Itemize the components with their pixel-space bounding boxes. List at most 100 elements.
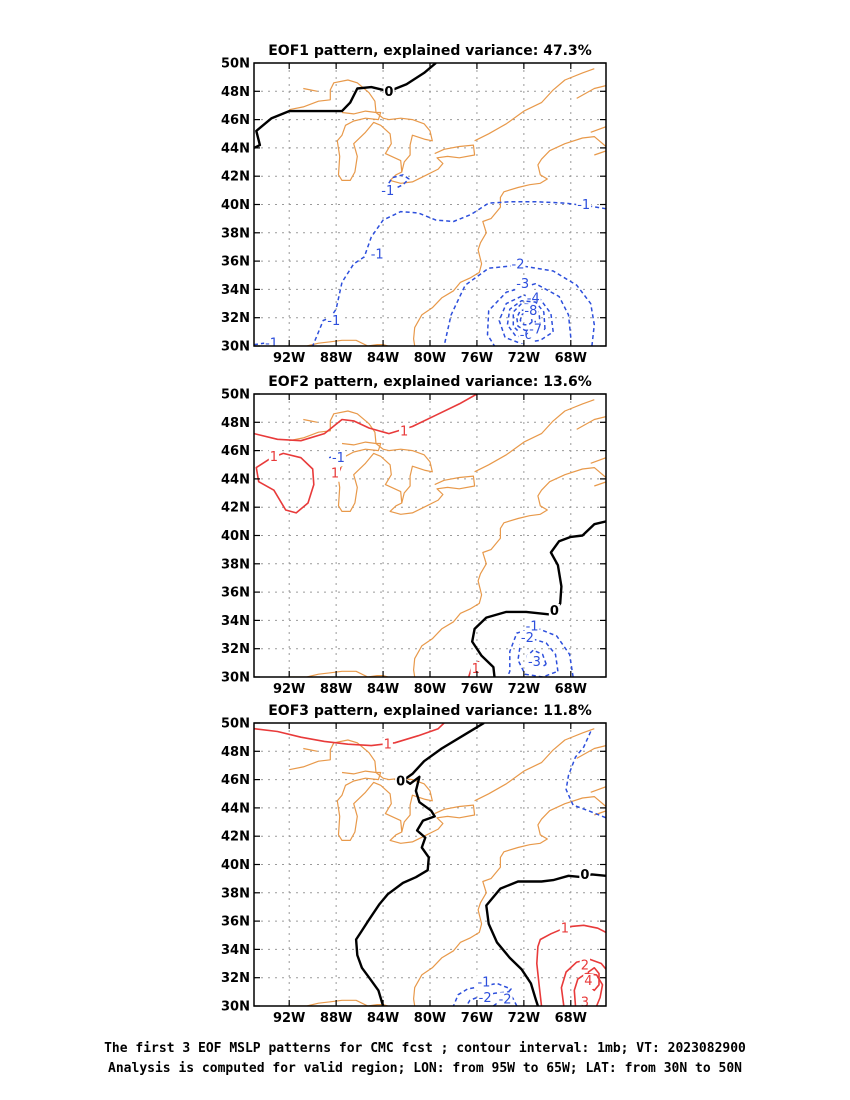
contour-line [443, 264, 596, 346]
contour-label: 0 [550, 604, 559, 619]
x-tick-label: 68W [555, 1011, 587, 1026]
contour-label: -1 [477, 975, 490, 990]
contour-label-bg [583, 974, 594, 990]
contour-label: -1 [381, 184, 394, 199]
y-tick-label: 42N [221, 830, 250, 845]
contour-label-bg [264, 336, 280, 346]
eof-panel-2: EOF2 pattern, explained variance: 13.6% 1… [221, 374, 607, 697]
y-tick-label: 34N [221, 614, 250, 629]
contour-label: -3 [528, 655, 541, 670]
contour-label: 3 [581, 995, 589, 1010]
x-tick-label: 76W [461, 351, 493, 366]
contour-line [387, 174, 410, 191]
coastline [590, 786, 606, 793]
coastline [576, 745, 606, 759]
y-tick-label: 36N [221, 586, 250, 601]
coastline [594, 481, 606, 487]
panel-title: EOF2 pattern, explained variance: 13.6% [268, 374, 592, 390]
coastline [474, 399, 595, 473]
y-tick-label: 50N [221, 57, 250, 72]
contour-label: 1 [472, 662, 480, 677]
y-tick-label: 40N [221, 198, 250, 213]
y-tick-label: 46N [221, 444, 250, 459]
y-tick-label: 36N [221, 915, 250, 930]
eof-panel-3: EOF3 pattern, explained variance: 11.8% 1… [221, 703, 607, 1026]
x-tick-label: 84W [367, 1011, 399, 1026]
y-tick-label: 30N [221, 340, 250, 355]
x-tick-label: 80W [414, 1011, 446, 1026]
panel-title: EOF1 pattern, explained variance: 47.3% [268, 43, 592, 59]
coastline [336, 110, 403, 181]
contour-label: 1 [270, 450, 278, 465]
contour-label-bg [268, 449, 280, 465]
contour-line [254, 394, 478, 442]
contour-label-bg [524, 619, 540, 635]
map-content: 0-1-1-1-1-1-2-3-4-6-7-8 [254, 63, 606, 346]
y-tick-label: 42N [221, 170, 250, 185]
y-tick-label: 46N [221, 113, 250, 128]
x-tick-label: 68W [555, 682, 587, 697]
contour-label-bg [329, 466, 341, 482]
caption-line-1: The first 3 EOF MSLP patterns for CMC fc… [104, 1041, 746, 1056]
y-tick-label: 30N [221, 1000, 250, 1015]
eof-panel-1: EOF1 pattern, explained variance: 47.3% 0… [221, 43, 607, 366]
y-tick-label: 32N [221, 311, 250, 326]
x-tick-label: 72W [508, 1011, 540, 1026]
x-tick-label: 84W [367, 682, 399, 697]
contour-line [312, 200, 606, 346]
coastline [413, 467, 606, 677]
x-tick-label: 88W [320, 1011, 352, 1026]
coastline [413, 136, 606, 346]
y-tick-label: 50N [221, 717, 250, 732]
coastline [375, 443, 476, 515]
y-tick-label: 50N [221, 388, 250, 403]
contour-label-bg [382, 737, 393, 753]
contour-label: 0 [384, 85, 393, 100]
contour-label: -2 [512, 257, 525, 272]
contour-label: -1 [332, 451, 345, 466]
contour-label: 2 [581, 958, 589, 973]
x-tick-label: 80W [414, 351, 446, 366]
coastline [474, 68, 595, 142]
contour-label: -2 [521, 631, 534, 646]
y-tick-label: 38N [221, 557, 250, 572]
contour-label: 1 [400, 424, 408, 439]
contour-label: 0 [580, 868, 589, 883]
y-tick-label: 32N [221, 642, 250, 657]
contour-label-bg [579, 867, 591, 883]
x-tick-label: 92W [273, 682, 305, 697]
contour-label-bg [326, 314, 342, 330]
contour-label: -2 [479, 991, 492, 1006]
contour-label-bg [576, 198, 592, 213]
contour-label-bg [470, 662, 481, 677]
contour-label-bg [515, 277, 531, 293]
contour-line [465, 991, 518, 1006]
y-tick-label: 44N [221, 141, 250, 156]
coastline [590, 457, 606, 464]
contour-label: -1 [327, 314, 340, 329]
contour-line [565, 731, 606, 819]
contour-label-bg [579, 958, 591, 974]
x-tick-label: 72W [508, 682, 540, 697]
contour-label-bg [476, 975, 492, 991]
coastline [594, 150, 606, 156]
y-tick-label: 44N [221, 472, 250, 487]
contour-label-bg [523, 304, 539, 320]
contour-label-bg [519, 630, 535, 646]
coastline [576, 416, 606, 430]
contour-line [471, 520, 606, 677]
contour-label-bg [497, 992, 513, 1006]
contour-label-bg [369, 247, 385, 263]
contour-line [535, 924, 606, 1006]
x-tick-label: 72W [508, 351, 540, 366]
contour-label-bg [579, 995, 591, 1006]
y-tick-label: 48N [221, 745, 250, 760]
contour-label: -3 [516, 277, 529, 292]
x-tick-label: 76W [461, 1011, 493, 1026]
coastline [289, 410, 377, 444]
x-tick-label: 68W [555, 351, 587, 366]
y-tick-label: 30N [221, 671, 250, 686]
contour-label: 1 [331, 467, 339, 482]
contour-label-bg [526, 654, 542, 670]
